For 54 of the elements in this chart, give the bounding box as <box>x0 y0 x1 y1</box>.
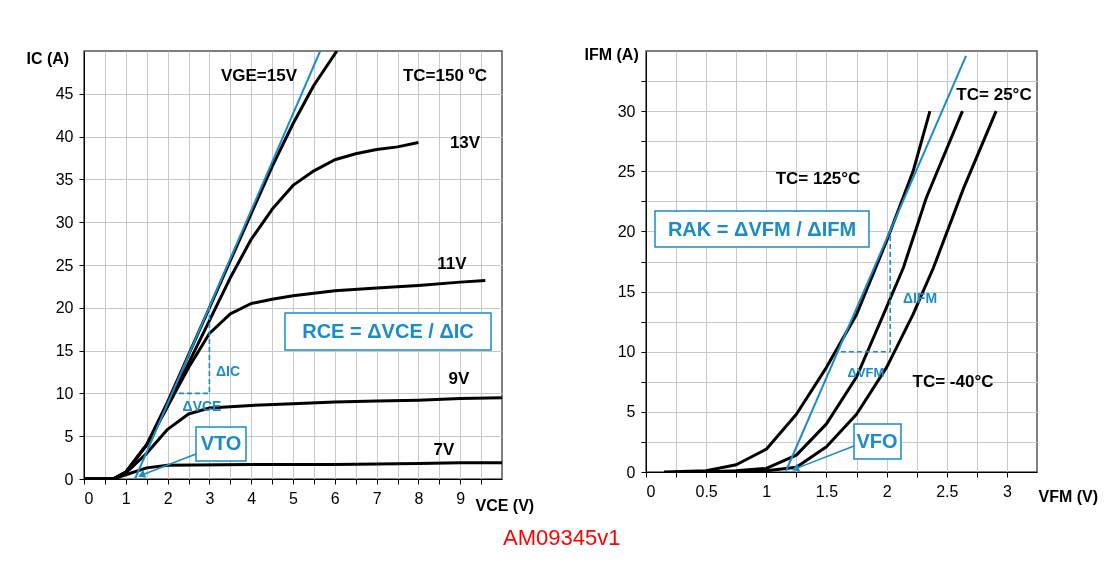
y-tick-label: 0 <box>64 470 74 488</box>
x-tick-label: 2.5 <box>936 482 959 500</box>
y-tick-label: 30 <box>617 102 636 120</box>
annotation: ΔVCE <box>182 398 222 414</box>
y-tick-label: 20 <box>617 222 636 240</box>
x-tick-label: 7 <box>372 489 382 507</box>
y-tick-label: 0 <box>626 463 636 481</box>
y-tick-label: 45 <box>55 85 74 103</box>
x-tick-label: 4 <box>247 489 257 507</box>
annotation: VTO <box>200 432 242 454</box>
x-tick-label: 0 <box>84 489 94 507</box>
y-tick-label: 35 <box>55 170 74 188</box>
series-label: 7V <box>433 440 456 459</box>
y-tick-label: 20 <box>55 299 74 317</box>
y-tick-label: 15 <box>617 283 636 301</box>
annotation: RAK = ΔVFM / ΔIFM <box>667 218 857 240</box>
series-label: 13V <box>449 133 481 152</box>
x-tick-label: 9 <box>456 489 466 507</box>
y-axis-title: IFM (A) <box>584 45 639 63</box>
y-tick-label: 10 <box>55 384 74 402</box>
series-label: VGE=15V <box>220 66 298 85</box>
x-tick-label: 1 <box>762 482 772 500</box>
y-tick-label: 25 <box>55 256 74 274</box>
y-tick-label: 15 <box>55 342 74 360</box>
x-tick-label: 5 <box>289 489 299 507</box>
x-tick-label: 2 <box>882 482 892 500</box>
series-label: TC= -40°C <box>912 372 994 391</box>
x-tick-label: 0.5 <box>695 482 718 500</box>
text: TC= 125°C <box>775 169 861 188</box>
series-label: 11V <box>437 254 468 273</box>
x-tick-label: 1.5 <box>815 482 839 500</box>
text: AM09345v1 <box>503 524 621 550</box>
y-tick-label: 5 <box>626 403 636 421</box>
y-tick-label: 30 <box>55 213 74 231</box>
series-label: 9V <box>448 369 471 388</box>
x-tick-label: 2 <box>163 489 173 507</box>
x-tick-label: 3 <box>205 489 215 507</box>
x-tick-label: 8 <box>414 489 424 507</box>
x-tick-label: 0 <box>646 482 656 500</box>
y-tick-label: 25 <box>617 162 636 180</box>
x-tick-label: 3 <box>1002 482 1012 500</box>
x-tick-label: 1 <box>121 489 131 507</box>
x-axis-title: VFM (V) <box>1038 487 1099 505</box>
annotation: ΔIC <box>215 363 241 379</box>
annotation: VFO <box>856 430 898 452</box>
annotation: TC=150 ºC <box>402 66 488 85</box>
y-axis-title: IC (A) <box>26 49 70 67</box>
x-tick-label: 6 <box>330 489 340 507</box>
y-tick-label: 5 <box>64 427 74 445</box>
y-tick-label: 40 <box>55 128 74 146</box>
y-tick-label: 10 <box>617 343 636 361</box>
series-label: TC= 25°C <box>956 85 1032 104</box>
x-axis-title: VCE (V) <box>475 496 535 514</box>
annotation: RCE = ΔVCE / ΔIC <box>302 320 474 342</box>
